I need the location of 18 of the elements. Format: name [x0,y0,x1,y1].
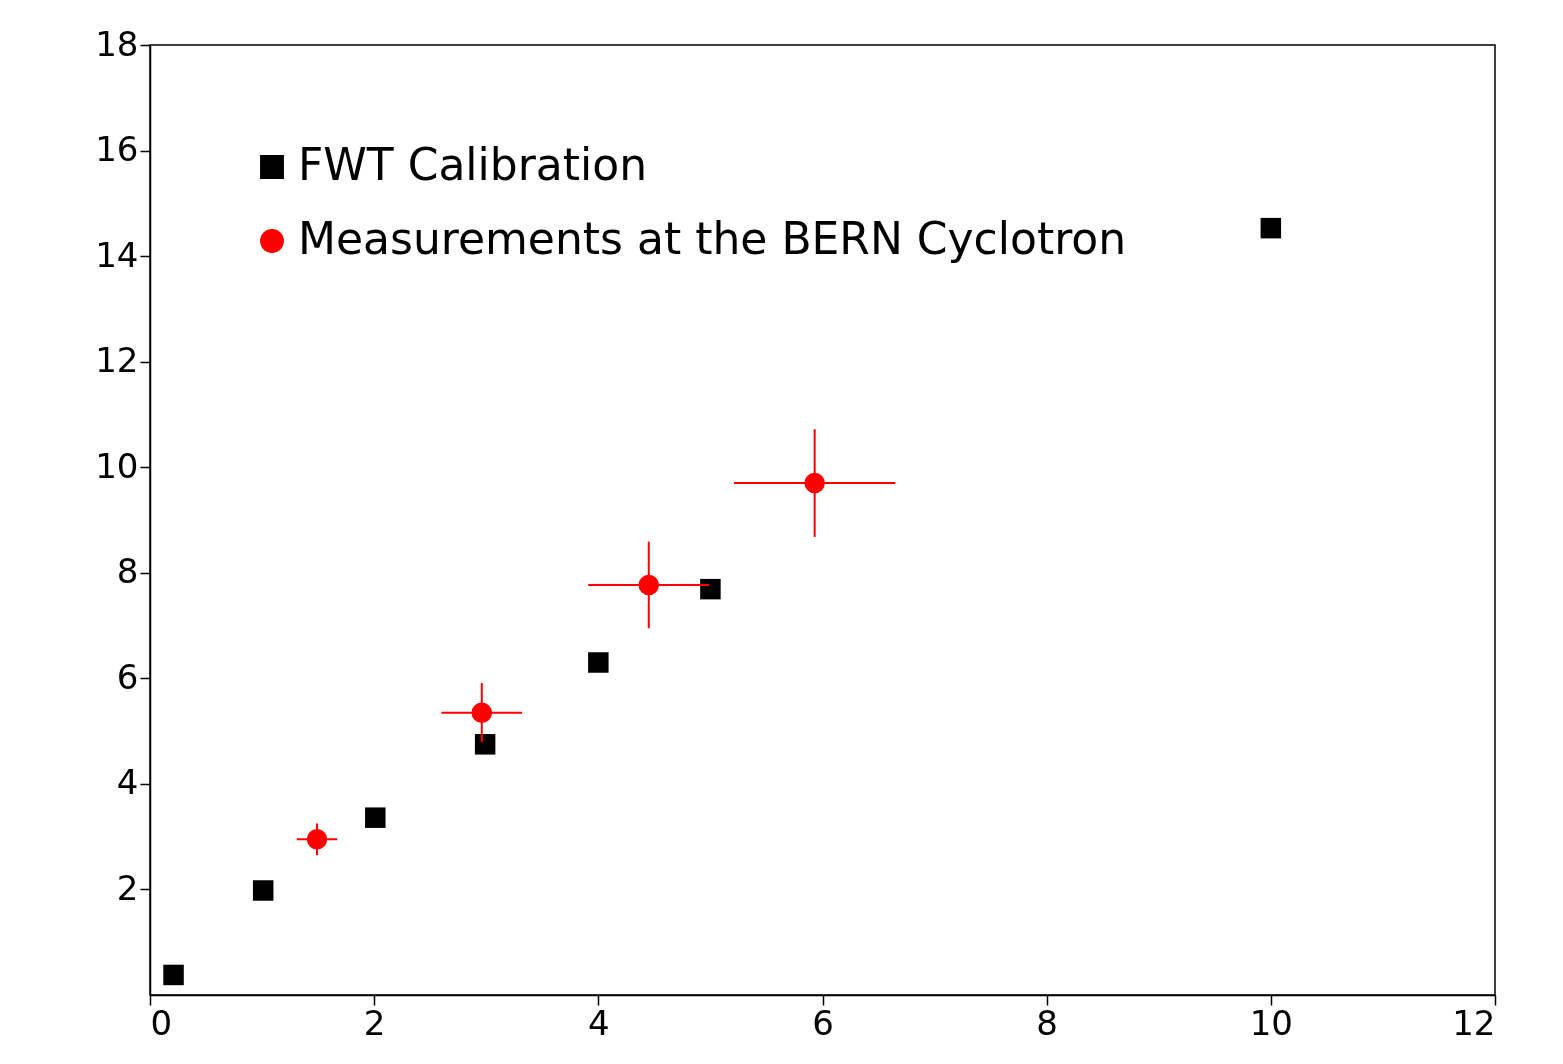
legend-label: Measurements at the BERN Cyclotron [298,213,1127,264]
y-tick-label: 10 [95,445,139,486]
x-tick-label: 10 [1249,1002,1293,1043]
y-tick-label: 6 [116,656,139,697]
x-tick-label: 2 [363,1002,386,1043]
x-tick-label: 0 [150,1002,173,1043]
legend-label: FWT Calibration [298,139,648,190]
y-tick-label: 4 [116,762,139,803]
y-tick-label: 12 [95,340,139,381]
y-tick-label: 2 [116,867,139,908]
y-tick-label: 14 [95,234,139,275]
y-tick-label: 16 [95,129,139,170]
y-tick-label: 18 [95,23,139,64]
x-tick-label: 8 [1036,1002,1058,1043]
y-tick-label: 8 [116,551,139,592]
x-tick-label: 6 [812,1002,834,1043]
x-tick-label: 4 [588,1002,610,1043]
x-tick-label: 12 [1452,1002,1496,1043]
